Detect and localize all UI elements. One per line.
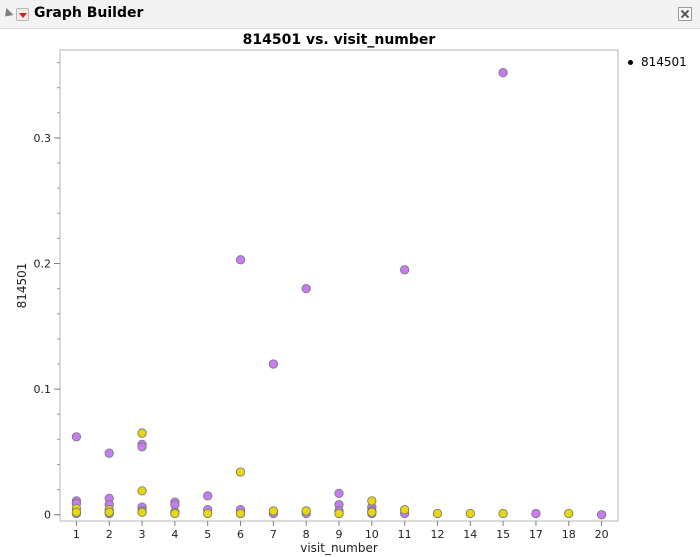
y-tick-label: 0.2 (34, 258, 52, 271)
data-point (301, 283, 311, 294)
red-triangle-menu-icon[interactable] (16, 8, 29, 21)
legend-label: 814501 (641, 55, 687, 69)
data-point (268, 359, 279, 369)
x-tick-label: 4 (171, 528, 178, 541)
data-point (367, 507, 377, 517)
x-tick-label: 8 (303, 528, 310, 541)
y-tick-label: 0 (44, 509, 51, 522)
data-point (235, 467, 246, 477)
data-point (71, 432, 82, 442)
data-point (137, 428, 147, 438)
data-point (564, 508, 574, 519)
x-tick-label: 10 (365, 528, 379, 541)
chart-title: 814501 vs. visit_number (242, 32, 436, 48)
data-point (531, 508, 541, 519)
x-axis-label: visit_number (300, 541, 378, 555)
x-tick-label: 7 (270, 528, 277, 541)
close-icon[interactable] (678, 7, 692, 21)
data-point (137, 442, 147, 452)
x-tick-label: 2 (106, 528, 113, 541)
data-point (399, 265, 410, 275)
data-point (203, 508, 213, 519)
data-point (432, 508, 443, 519)
data-point (596, 510, 607, 520)
data-point (104, 507, 114, 517)
data-point (498, 67, 508, 78)
legend-marker-icon (628, 60, 633, 65)
data-point (235, 508, 246, 519)
x-tick-label: 5 (204, 528, 211, 541)
x-tick-label: 1 (73, 528, 80, 541)
legend: 814501 (628, 55, 687, 69)
x-tick-label: 20 (595, 528, 609, 541)
data-point (367, 496, 377, 506)
x-tick-label: 17 (529, 528, 543, 541)
data-point (203, 491, 213, 501)
data-point (71, 507, 82, 517)
x-tick-label: 14 (463, 528, 477, 541)
data-point (235, 255, 246, 265)
data-point (334, 508, 344, 519)
y-tick-label: 0.1 (34, 383, 52, 396)
data-point (137, 507, 147, 517)
x-tick-label: 18 (562, 528, 576, 541)
x-tick-label: 6 (237, 528, 244, 541)
data-point (399, 505, 410, 515)
x-tick-label: 11 (398, 528, 412, 541)
data-point (465, 508, 475, 519)
data-point (498, 508, 508, 519)
data-point (268, 506, 279, 516)
x-tick-label: 15 (496, 528, 510, 541)
x-tick-label: 3 (139, 528, 146, 541)
data-point (137, 486, 147, 496)
data-point (104, 448, 114, 458)
app-title: Graph Builder (34, 5, 144, 21)
data-point (301, 506, 311, 516)
x-tick-label: 9 (336, 528, 343, 541)
x-tick-label: 12 (430, 528, 444, 541)
title-bar: Graph Builder (0, 0, 700, 29)
data-point (170, 508, 180, 519)
data-point (334, 488, 344, 499)
y-axis-label: 814501 (15, 263, 29, 309)
y-tick-label: 0.3 (34, 132, 52, 145)
